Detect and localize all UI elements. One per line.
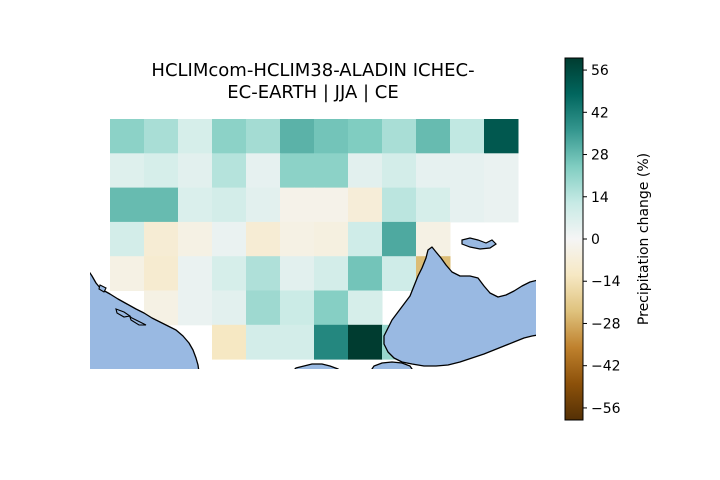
grid-cell-r1-c3 [212, 153, 247, 189]
grid-cell-r0-c2 [178, 119, 213, 154]
grid-cell-r1-c7 [348, 153, 383, 189]
colorbar-label: Precipitation change (%) [636, 153, 652, 325]
grid-cell-r2-c5 [280, 187, 315, 223]
grid-cell-r3-c2 [178, 221, 213, 257]
island-2 [129, 315, 147, 326]
grid-cell-r2-c9 [416, 187, 451, 223]
grid-cell-r4-c3 [212, 256, 247, 291]
aegean-sea-edge [294, 363, 340, 369]
grid-cell-r3-c1 [144, 221, 179, 257]
grid-cell-r3-c5 [280, 221, 315, 257]
grid-cell-r3-c7 [348, 221, 383, 257]
grid-cell-r1-c8 [382, 153, 417, 189]
grid-cell-r2-c8 [382, 187, 417, 223]
grid-cell-r2-c2 [178, 187, 213, 223]
grid-cell-r1-c9 [416, 153, 451, 189]
grid-cell-r4-c7 [348, 256, 383, 291]
grid-cell-r0-c4 [246, 119, 281, 154]
grid-cell-r6-c7 [348, 324, 383, 360]
colorbar-tick-label: 42 [591, 105, 609, 121]
grid-cell-r0-c10 [450, 119, 485, 154]
grid-cell-r4-c6 [314, 256, 349, 291]
grid-cell-r5-c4 [246, 290, 281, 326]
island-1 [115, 308, 132, 318]
grid-cell-r0-c11 [484, 119, 519, 154]
colorbar: 56 42 28 14 0 −14 −28 −42 −56 Precipitation chan… [564, 57, 652, 421]
azov-sea [461, 237, 497, 250]
map-title-line-1: HCLIMcom-HCLIM38-ALADIN ICHEC- [151, 60, 475, 81]
grid-cell-r5-c6 [314, 290, 349, 326]
grid-cell-r4-c5 [280, 256, 315, 291]
grid-cell-r0-c5 [280, 119, 315, 154]
grid-cell-r0-c0 [110, 119, 145, 154]
grid-cell-r6-c5 [280, 324, 315, 360]
grid-cell-r3-c4 [246, 221, 281, 257]
grid-cell-r0-c1 [144, 119, 179, 154]
grid-cell-r1-c5 [280, 153, 315, 189]
sea-overlay [90, 237, 536, 369]
grid-cell-r2-c10 [450, 187, 485, 223]
marmara-sea-edge [371, 361, 413, 369]
colorbar-tick-label: −56 [591, 401, 621, 417]
grid-cell-r2-c6 [314, 187, 349, 223]
colorbar-tick-label: −14 [591, 274, 621, 290]
grid-cell-r4-c1 [144, 256, 179, 291]
grid-cell-r5-c3 [212, 290, 247, 326]
grid-cell-r1-c11 [484, 153, 519, 189]
grid-cell-r0-c7 [348, 119, 383, 154]
grid-cell-r2-c4 [246, 187, 281, 223]
grid-cell-r3-c0 [110, 221, 145, 257]
grid-cell-r0-c3 [212, 119, 247, 154]
grid-cell-r6-c4 [246, 324, 281, 360]
grid-cell-r2-c7 [348, 187, 383, 223]
grid-cell-r5-c2 [178, 290, 213, 326]
colorbar-gradient [564, 57, 584, 421]
grid-cell-r1-c6 [314, 153, 349, 189]
grid-cell-r3-c3 [212, 221, 247, 257]
grid-cell-r1-c2 [178, 153, 213, 189]
grid-cell-r2-c11 [484, 187, 519, 223]
heatmap-grid [110, 119, 519, 360]
colorbar-tick-label: −42 [591, 359, 621, 375]
grid-cell-r6-c6 [314, 324, 349, 360]
grid-cell-r3-c8 [382, 221, 417, 257]
colorbar-tick-label: −28 [591, 316, 621, 332]
grid-cell-r6-c3 [212, 324, 247, 360]
grid-cell-r2-c1 [144, 187, 179, 223]
colorbar-tick-label: 56 [591, 63, 609, 79]
grid-cell-r1-c4 [246, 153, 281, 189]
black-sea [383, 246, 536, 367]
colorbar-tick-label: 28 [591, 148, 609, 164]
grid-cell-r1-c0 [110, 153, 145, 189]
grid-cell-r1-c1 [144, 153, 179, 189]
grid-cell-r5-c7 [348, 290, 383, 326]
grid-cell-r2-c0 [110, 187, 145, 223]
grid-cell-r0-c6 [314, 119, 349, 154]
colorbar-tick-label: 0 [591, 232, 600, 248]
grid-cell-r4-c2 [178, 256, 213, 291]
grid-cell-r1-c10 [450, 153, 485, 189]
colorbar-tick-label: 14 [591, 190, 609, 206]
grid-cell-r4-c0 [110, 256, 145, 291]
map-title-line-2: EC-EARTH | JJA | CE [227, 82, 399, 103]
island-3 [98, 284, 107, 293]
grid-cell-r0-c9 [416, 119, 451, 154]
grid-cell-r3-c6 [314, 221, 349, 257]
colorbar-ticks: 56 42 28 14 0 −14 −28 −42 −56 [583, 63, 621, 417]
grid-cell-r5-c5 [280, 290, 315, 326]
grid-cell-r4-c8 [382, 256, 417, 291]
grid-cell-r2-c3 [212, 187, 247, 223]
grid-cell-r0-c8 [382, 119, 417, 154]
grid-cell-r4-c4 [246, 256, 281, 291]
